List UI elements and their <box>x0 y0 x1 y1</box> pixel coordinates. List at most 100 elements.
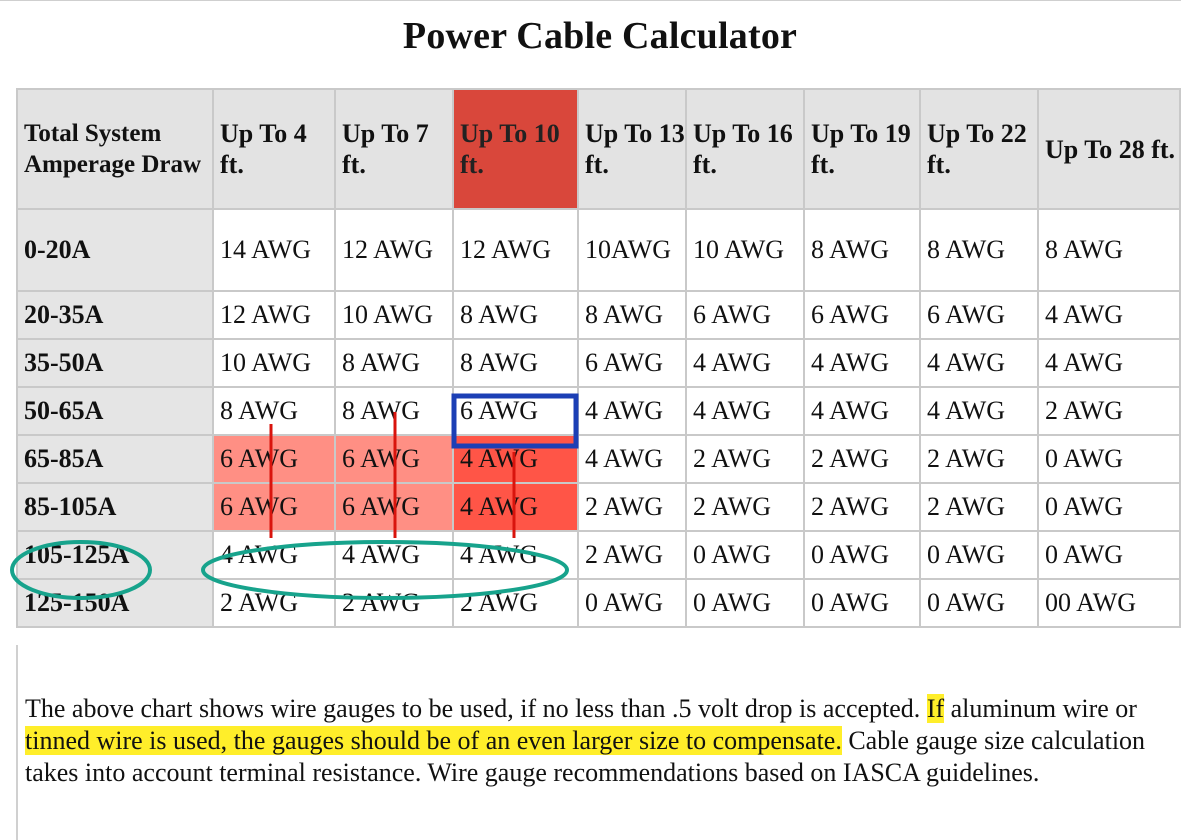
table-row: 35-50A 10 AWG 8 AWG 8 AWG 6 AWG 4 AWG 4 … <box>16 338 1181 388</box>
table-cell: 0 AWG <box>919 578 1039 628</box>
table-cell: 4 AWG <box>685 386 805 436</box>
row-label: 0-20A <box>16 208 214 292</box>
table-cell: 2 AWG <box>803 482 921 532</box>
table-cell: 8 AWG <box>1037 208 1181 292</box>
table-cell: 2 AWG <box>212 578 336 628</box>
table-cell: 4 AWG <box>452 530 579 580</box>
table-cell: 2 AWG <box>577 530 687 580</box>
header-row: Total System Amperage Draw Up To 4 ft. U… <box>16 88 1181 210</box>
column-header: Up To 28 ft. <box>1037 88 1181 210</box>
table-cell: 00 AWG <box>1037 578 1181 628</box>
table-cell: 6 AWG <box>212 434 336 484</box>
row-label: 85-105A <box>16 482 214 532</box>
table-cell: 8 AWG <box>452 338 579 388</box>
highlighted-text: tinned wire is used, the gauges should b… <box>25 726 842 755</box>
column-header: Up To 7 ft. <box>334 88 454 210</box>
table-cell: 2 AWG <box>577 482 687 532</box>
footnote-text: The above chart shows wire gauges to be … <box>25 694 927 723</box>
table-cell: 6 AWG <box>334 482 454 532</box>
table-cell: 0 AWG <box>1037 530 1181 580</box>
row-label: 20-35A <box>16 290 214 340</box>
row-label: 50-65A <box>16 386 214 436</box>
column-header: Up To 13 ft. <box>577 88 687 210</box>
table-cell: 2 AWG <box>803 434 921 484</box>
table-cell: 8 AWG <box>334 386 454 436</box>
table-row: 85-105A 6 AWG 6 AWG 4 AWG 2 AWG 2 AWG 2 … <box>16 482 1181 532</box>
table-cell: 6 AWG <box>919 290 1039 340</box>
table-row: 65-85A 6 AWG 6 AWG 4 AWG 4 AWG 2 AWG 2 A… <box>16 434 1181 484</box>
table-cell: 2 AWG <box>919 434 1039 484</box>
table-cell: 2 AWG <box>919 482 1039 532</box>
table-cell: 0 AWG <box>685 530 805 580</box>
table-row: 105-125A 4 AWG 4 AWG 4 AWG 2 AWG 0 AWG 0… <box>16 530 1181 580</box>
row-label: 65-85A <box>16 434 214 484</box>
table-cell: 4 AWG <box>1037 338 1181 388</box>
table-cell: 4 AWG <box>452 434 579 484</box>
table-cell: 4 AWG <box>577 434 687 484</box>
column-header: Up To 4 ft. <box>212 88 336 210</box>
row-label: 105-125A <box>16 530 214 580</box>
table-cell: 8 AWG <box>452 290 579 340</box>
table-cell: 2 AWG <box>685 434 805 484</box>
table-cell: 8 AWG <box>577 290 687 340</box>
row-label: 125-150A <box>16 578 214 628</box>
table-cell: 4 AWG <box>577 386 687 436</box>
table-cell: 4 AWG <box>1037 290 1181 340</box>
table-cell: 8 AWG <box>919 208 1039 292</box>
top-divider <box>0 0 1181 1</box>
table-row: 50-65A 8 AWG 8 AWG 6 AWG 4 AWG 4 AWG 4 A… <box>16 386 1181 436</box>
table-cell: 0 AWG <box>803 530 921 580</box>
corner-header: Total System Amperage Draw <box>16 88 214 210</box>
table-cell: 0 AWG <box>1037 434 1181 484</box>
table-cell: 4 AWG <box>212 530 336 580</box>
table-cell: 6 AWG <box>334 434 454 484</box>
table-cell: 4 AWG <box>919 338 1039 388</box>
table-cell: 8 AWG <box>334 338 454 388</box>
table-cell: 10AWG <box>577 208 687 292</box>
table-cell: 6 AWG <box>803 290 921 340</box>
table-cell: 0 AWG <box>577 578 687 628</box>
table-cell: 8 AWG <box>212 386 336 436</box>
footnote-text: Cable gauge size calculation takes into … <box>25 726 1146 787</box>
table-cell: 2 AWG <box>452 578 579 628</box>
row-label: 35-50A <box>16 338 214 388</box>
highlighted-text: If <box>926 694 945 723</box>
table-cell: 2 AWG <box>334 578 454 628</box>
table-cell: 10 AWG <box>685 208 805 292</box>
table-row: 125-150A 2 AWG 2 AWG 2 AWG 0 AWG 0 AWG 0… <box>16 578 1181 628</box>
table-cell: 12 AWG <box>334 208 454 292</box>
table-cell: 4 AWG <box>334 530 454 580</box>
table-cell: 0 AWG <box>685 578 805 628</box>
table-cell: 6 AWG <box>212 482 336 532</box>
table-cell: 0 AWG <box>1037 482 1181 532</box>
page-title: Power Cable Calculator <box>402 15 798 57</box>
table-cell: 4 AWG <box>803 386 921 436</box>
table-cell: 0 AWG <box>919 530 1039 580</box>
table-cell: 6 AWG <box>685 290 805 340</box>
column-header: Up To 22 ft. <box>919 88 1039 210</box>
table-cell: 12 AWG <box>452 208 579 292</box>
table-cell: 0 AWG <box>803 578 921 628</box>
table-cell: 2 AWG <box>685 482 805 532</box>
column-header: Up To 16 ft. <box>685 88 805 210</box>
table-cell: 10 AWG <box>334 290 454 340</box>
footnote: The above chart shows wire gauges to be … <box>25 693 1175 789</box>
table-cell: 10 AWG <box>212 338 336 388</box>
table-cell: 4 AWG <box>685 338 805 388</box>
table-cell: 8 AWG <box>803 208 921 292</box>
table-cell: 4 AWG <box>803 338 921 388</box>
table-cell: 4 AWG <box>919 386 1039 436</box>
table-cell: 4 AWG <box>452 482 579 532</box>
table-cell: 6 AWG <box>452 386 579 436</box>
table-row: 0-20A 14 AWG 12 AWG 12 AWG 10AWG 10 AWG … <box>16 208 1181 292</box>
table-cell: 6 AWG <box>577 338 687 388</box>
table-row: 20-35A 12 AWG 10 AWG 8 AWG 8 AWG 6 AWG 6… <box>16 290 1181 340</box>
table-cell: 2 AWG <box>1037 386 1181 436</box>
note-panel <box>16 645 1179 840</box>
column-header: Up To 19 ft. <box>803 88 921 210</box>
wire-gauge-table: Total System Amperage Draw Up To 4 ft. U… <box>16 88 1181 628</box>
table-cell: 14 AWG <box>212 208 336 292</box>
column-header-highlighted: Up To 10 ft. <box>452 88 579 210</box>
table-cell: 12 AWG <box>212 290 336 340</box>
footnote-text: aluminum wire or <box>944 694 1137 723</box>
